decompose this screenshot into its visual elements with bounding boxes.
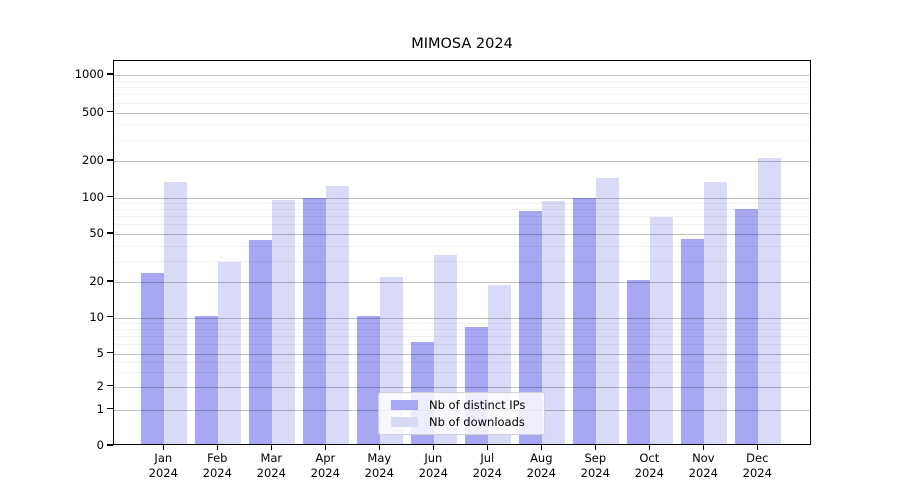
x-tick-label-feb: Feb 2024 — [202, 451, 232, 480]
x-tick-mark-mar — [270, 445, 273, 450]
bar-downloads-sep — [596, 177, 620, 444]
x-tick-label-oct: Oct 2024 — [634, 451, 664, 480]
x-tick-mark-apr — [324, 445, 327, 450]
x-tick-label-aug: Aug 2024 — [526, 451, 556, 480]
chart-title: MIMOSA 2024 — [411, 36, 513, 52]
bar-downloads-aug — [542, 201, 566, 444]
bar-distinct-ips-aug — [519, 211, 543, 444]
bar-distinct-ips-sep — [573, 198, 597, 444]
bar-downloads-mar — [272, 200, 296, 444]
bar-distinct-ips-oct — [627, 280, 651, 444]
bar-distinct-ips-may — [357, 315, 381, 444]
x-tick-mark-may — [378, 445, 381, 450]
x-tick-label-jul: Jul 2024 — [472, 451, 502, 480]
x-tick-label-mar: Mar 2024 — [256, 451, 286, 480]
y-tick-label-500: 500 — [82, 104, 104, 119]
legend-item-distinct-ips: Nb of distinct IPs — [387, 396, 536, 414]
bar-distinct-ips-feb — [195, 315, 219, 444]
y-tick-mark-1000 — [107, 73, 113, 75]
y-tick-label-100: 100 — [82, 189, 104, 204]
y-tick-mark-5 — [107, 351, 113, 354]
x-tick-mark-jul — [486, 445, 489, 450]
y-tick-mark-50 — [107, 232, 113, 234]
y-tick-mark-100 — [107, 195, 113, 198]
y-tick-label-50: 50 — [89, 226, 104, 240]
x-tick-mark-aug — [540, 445, 543, 450]
y-tick-mark-20 — [107, 280, 113, 282]
legend-label-downloads: Nb of downloads — [429, 415, 525, 430]
x-tick-mark-nov — [702, 445, 705, 450]
x-tick-label-jan: Jan 2024 — [148, 451, 178, 480]
y-tick-mark-500 — [107, 110, 113, 113]
bar-downloads-oct — [650, 217, 674, 444]
y-tick-label-20: 20 — [89, 274, 104, 288]
bar-downloads-nov — [704, 181, 728, 444]
y-tick-label-2: 2 — [96, 378, 104, 393]
y-tick-label-0: 0 — [96, 438, 104, 452]
y-tick-label-1000: 1000 — [74, 67, 104, 81]
bar-downloads-apr — [326, 186, 350, 444]
y-tick-label-1: 1 — [96, 401, 104, 416]
legend: Nb of distinct IPs Nb of downloads — [378, 392, 545, 435]
x-tick-mark-feb — [216, 445, 219, 450]
legend-label-distinct-ips: Nb of distinct IPs — [429, 397, 526, 412]
y-tick-label-200: 200 — [82, 153, 104, 167]
x-tick-label-nov: Nov 2024 — [688, 451, 718, 480]
y-tick-label-5: 5 — [96, 345, 104, 360]
legend-swatch-distinct-ips — [391, 399, 418, 410]
x-tick-label-sep: Sep 2024 — [580, 451, 610, 480]
bar-downloads-jan — [164, 181, 188, 444]
y-tick-mark-0 — [107, 444, 113, 446]
bar-distinct-ips-jan — [141, 272, 165, 444]
legend-item-downloads: Nb of downloads — [387, 414, 536, 432]
bar-downloads-dec — [758, 157, 782, 444]
y-tick-mark-2 — [107, 384, 113, 387]
y-tick-mark-200 — [107, 159, 113, 161]
bar-distinct-ips-apr — [303, 197, 327, 444]
x-tick-label-dec: Dec 2024 — [742, 451, 772, 480]
bar-downloads-feb — [218, 262, 242, 444]
y-tick-mark-1 — [107, 407, 113, 410]
bar-distinct-ips-mar — [249, 239, 273, 444]
y-tick-mark-10 — [107, 315, 113, 318]
legend-swatch-downloads — [391, 417, 418, 428]
bars-layer — [114, 61, 810, 444]
y-tick-label-10: 10 — [89, 309, 104, 324]
x-tick-label-apr: Apr 2024 — [310, 451, 340, 480]
x-tick-label-jun: Jun 2024 — [418, 451, 448, 480]
x-tick-mark-jun — [432, 445, 435, 450]
plot-area — [113, 60, 811, 445]
x-tick-label-may: May 2024 — [364, 451, 394, 480]
x-tick-mark-jan — [162, 445, 165, 450]
x-tick-mark-dec — [756, 445, 759, 450]
x-tick-mark-sep — [594, 445, 597, 450]
x-tick-mark-oct — [648, 445, 651, 450]
bar-distinct-ips-nov — [681, 238, 705, 444]
bar-distinct-ips-dec — [735, 208, 759, 444]
